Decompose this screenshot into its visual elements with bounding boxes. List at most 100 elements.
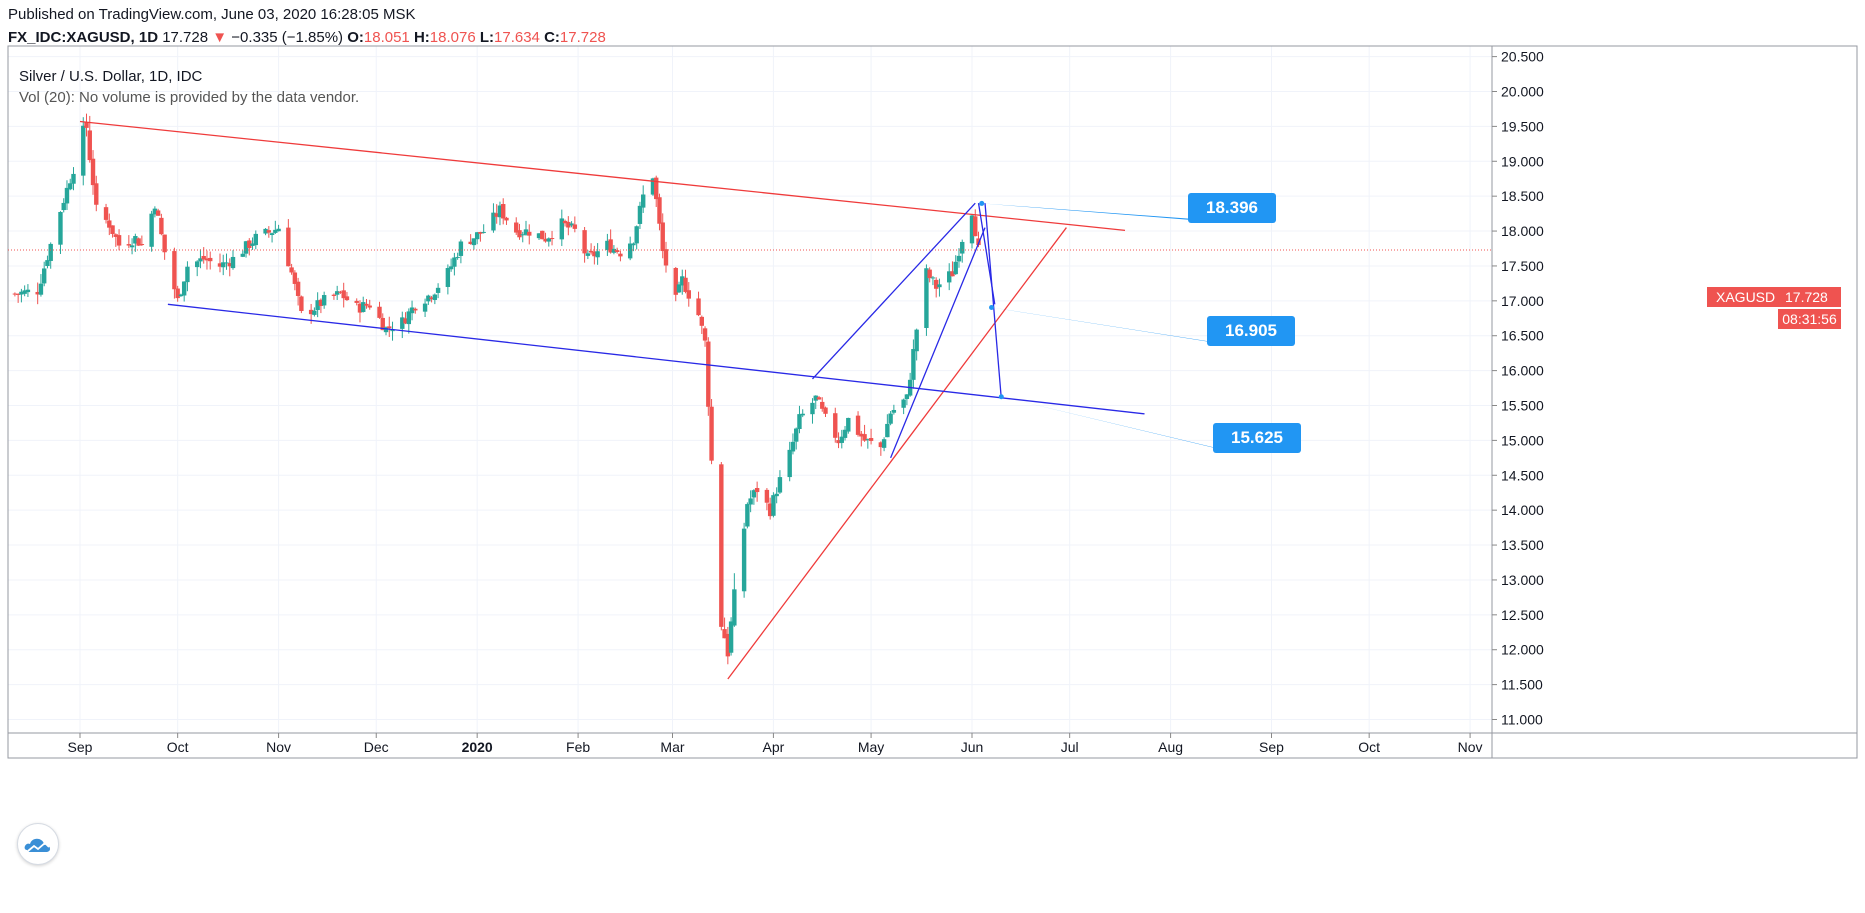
y-tick-label: 17.500: [1501, 258, 1544, 274]
candle-body: [956, 255, 962, 262]
candle-body: [592, 251, 597, 257]
candle-body: [973, 216, 978, 237]
candle-body: [654, 177, 659, 200]
trendlines[interactable]: [79, 120, 1229, 680]
candle-body: [413, 308, 418, 311]
candle-body: [748, 498, 753, 505]
candle-body: [468, 241, 473, 245]
axis-ticks: 20.500 20.000 19.500 19.000 18.500 18.000 17.5…: [68, 49, 1544, 755]
candle-body: [292, 272, 298, 284]
candle-body: [953, 261, 958, 275]
candle-body: [930, 277, 936, 279]
candle-body: [888, 413, 893, 424]
candle-body: [868, 438, 874, 441]
candle-body: [611, 248, 617, 253]
candle-body: [859, 433, 864, 437]
candle-body: [178, 294, 184, 297]
candle-body: [787, 449, 792, 478]
x-tick-label: Dec: [364, 739, 389, 755]
candle-body: [706, 341, 711, 407]
trendline-red: [727, 227, 1067, 680]
candle-body: [295, 281, 301, 296]
y-tick-label: 12.000: [1501, 642, 1544, 658]
price-tag-value: 17.728: [1785, 289, 1828, 305]
candle-body: [722, 629, 727, 639]
y-tick-label: 20.500: [1501, 49, 1544, 65]
candle-body: [839, 436, 844, 443]
last-price: 17.728: [162, 29, 209, 46]
candle-body: [94, 183, 99, 205]
candle-body: [403, 318, 408, 324]
x-tick-label: Oct: [167, 739, 189, 755]
candle-body: [497, 205, 503, 218]
candle-body: [344, 296, 350, 301]
candle-body: [208, 257, 213, 262]
candle-body: [569, 223, 574, 226]
candle-body: [904, 394, 910, 400]
trendline-blue: [812, 202, 976, 380]
candle-body: [728, 621, 734, 653]
tradingview-cloud-icon[interactable]: [17, 823, 59, 865]
candle-body: [172, 251, 177, 290]
candle-body: [276, 228, 281, 232]
candle-body: [198, 258, 203, 262]
candle-body: [608, 239, 613, 253]
candle-body: [224, 262, 229, 264]
candle-body: [676, 284, 682, 293]
candle-body: [422, 303, 428, 312]
candle-body: [116, 235, 122, 246]
candle-body: [471, 238, 477, 246]
candle-body: [862, 434, 867, 441]
candle-body: [543, 238, 548, 242]
candle-body: [663, 249, 669, 266]
candle-body: [247, 240, 252, 248]
candle-body: [334, 291, 340, 295]
candle-body: [631, 243, 636, 246]
candle-body: [588, 250, 594, 253]
candle-body: [204, 258, 210, 261]
candle-body: [566, 221, 571, 228]
callout-mid[interactable]: 16.905: [1207, 316, 1295, 346]
candle-body: [361, 302, 366, 313]
callout-pointer: [1001, 396, 1229, 451]
bar-close-timer: 08:31:56: [1778, 309, 1841, 329]
candle-body: [19, 291, 24, 295]
candle-body: [266, 230, 272, 233]
candle-body: [823, 407, 828, 414]
x-tick-label: Aug: [1158, 739, 1183, 755]
candle-body: [627, 243, 633, 259]
candle-body: [253, 233, 258, 246]
candle-body: [107, 220, 112, 228]
candle-body: [846, 417, 851, 432]
candle-body: [810, 402, 815, 415]
close-label: C:: [544, 29, 560, 46]
candle-body: [790, 441, 796, 452]
callout-pointer: [991, 307, 1223, 344]
candle-body: [185, 266, 190, 283]
callout-low[interactable]: 15.625: [1213, 423, 1301, 453]
candle-body: [474, 232, 480, 240]
candle-body: [354, 300, 359, 303]
candle-body: [640, 194, 646, 208]
candle-body: [924, 268, 929, 328]
candle-body: [794, 428, 799, 442]
candle-body: [527, 231, 532, 236]
y-tick-label: 18.000: [1501, 223, 1544, 239]
candle-body: [885, 423, 890, 438]
callout-top[interactable]: 18.396: [1188, 193, 1276, 223]
candle-body: [901, 399, 906, 408]
candle-body: [71, 173, 76, 184]
candle-body: [891, 409, 897, 413]
x-tick-label: Apr: [763, 739, 785, 755]
x-tick-label: Jun: [961, 739, 984, 755]
candle-body: [501, 204, 506, 219]
x-tick-label: Nov: [266, 739, 291, 755]
symbol-name: FX_IDC:XAGUSD, 1D: [8, 29, 159, 46]
candle-body: [87, 130, 92, 161]
cloud-icon-graphic: [24, 838, 50, 852]
candle-body: [764, 489, 770, 503]
candle-body: [771, 495, 776, 516]
candle-body: [175, 288, 180, 299]
candle-body: [774, 493, 779, 497]
